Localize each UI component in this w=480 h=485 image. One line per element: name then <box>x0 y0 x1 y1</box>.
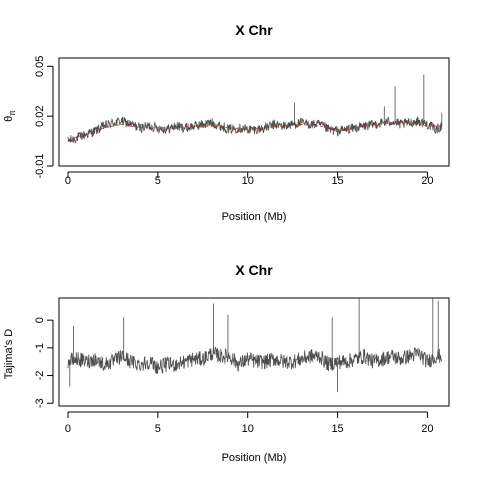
x-tick-label: 0 <box>65 423 71 435</box>
x-tick-label: 20 <box>421 423 433 435</box>
y-tick-label: 0 <box>34 317 46 323</box>
x-axis-label: Position (Mb) <box>222 452 287 464</box>
y-tick-label: -0.01 <box>34 153 46 178</box>
x-axis: 0 5 10 15 20 <box>65 171 434 187</box>
y-tick-label: 0.05 <box>34 56 46 77</box>
y-tick-label: -2 <box>34 371 46 381</box>
theta-pi-panel: X Chr 0 5 10 15 20 -0.01 0.02 0.05 Position (M… <box>3 22 450 223</box>
x-tick-label: 5 <box>155 423 161 435</box>
chart-title: X Chr <box>235 262 273 278</box>
tajimas-d-panel: X Chr 0 5 10 15 20 -3 -2 -1 0 Position (Mb) Taj… <box>3 262 450 464</box>
plot-data <box>67 74 443 144</box>
y-tick-label: 0.02 <box>34 105 46 126</box>
y-axis-label: Tajima's D <box>3 329 15 379</box>
y-axis: -0.01 0.02 0.05 <box>34 56 54 179</box>
plot-frame <box>58 57 450 167</box>
y-axis-label: θπ <box>3 110 17 122</box>
y-axis-label-subscript: π <box>8 110 17 116</box>
y-axis-label-group: Tajima's D <box>3 329 15 379</box>
x-tick-label: 5 <box>155 175 161 187</box>
x-tick-label: 15 <box>331 175 343 187</box>
x-tick-label: 0 <box>65 175 71 187</box>
series-line <box>67 116 443 144</box>
x-axis-label: Position (Mb) <box>222 211 287 223</box>
chart-title: X Chr <box>235 22 273 38</box>
y-tick-label: -3 <box>34 398 46 408</box>
y-axis-label-main: θ <box>3 116 15 122</box>
x-tick-label: 10 <box>242 175 254 187</box>
x-tick-label: 10 <box>242 423 254 435</box>
x-tick-label: 15 <box>331 423 343 435</box>
plot-frame <box>58 297 450 407</box>
series-line <box>67 346 443 374</box>
x-axis: 0 5 10 15 20 <box>65 411 434 435</box>
x-tick-label: 20 <box>421 175 433 187</box>
plot-data <box>67 298 443 393</box>
y-axis: -3 -2 -1 0 <box>34 317 54 408</box>
smooth-line <box>67 122 442 140</box>
y-tick-label: -1 <box>34 343 46 353</box>
y-axis-label-group: θπ <box>3 110 17 122</box>
